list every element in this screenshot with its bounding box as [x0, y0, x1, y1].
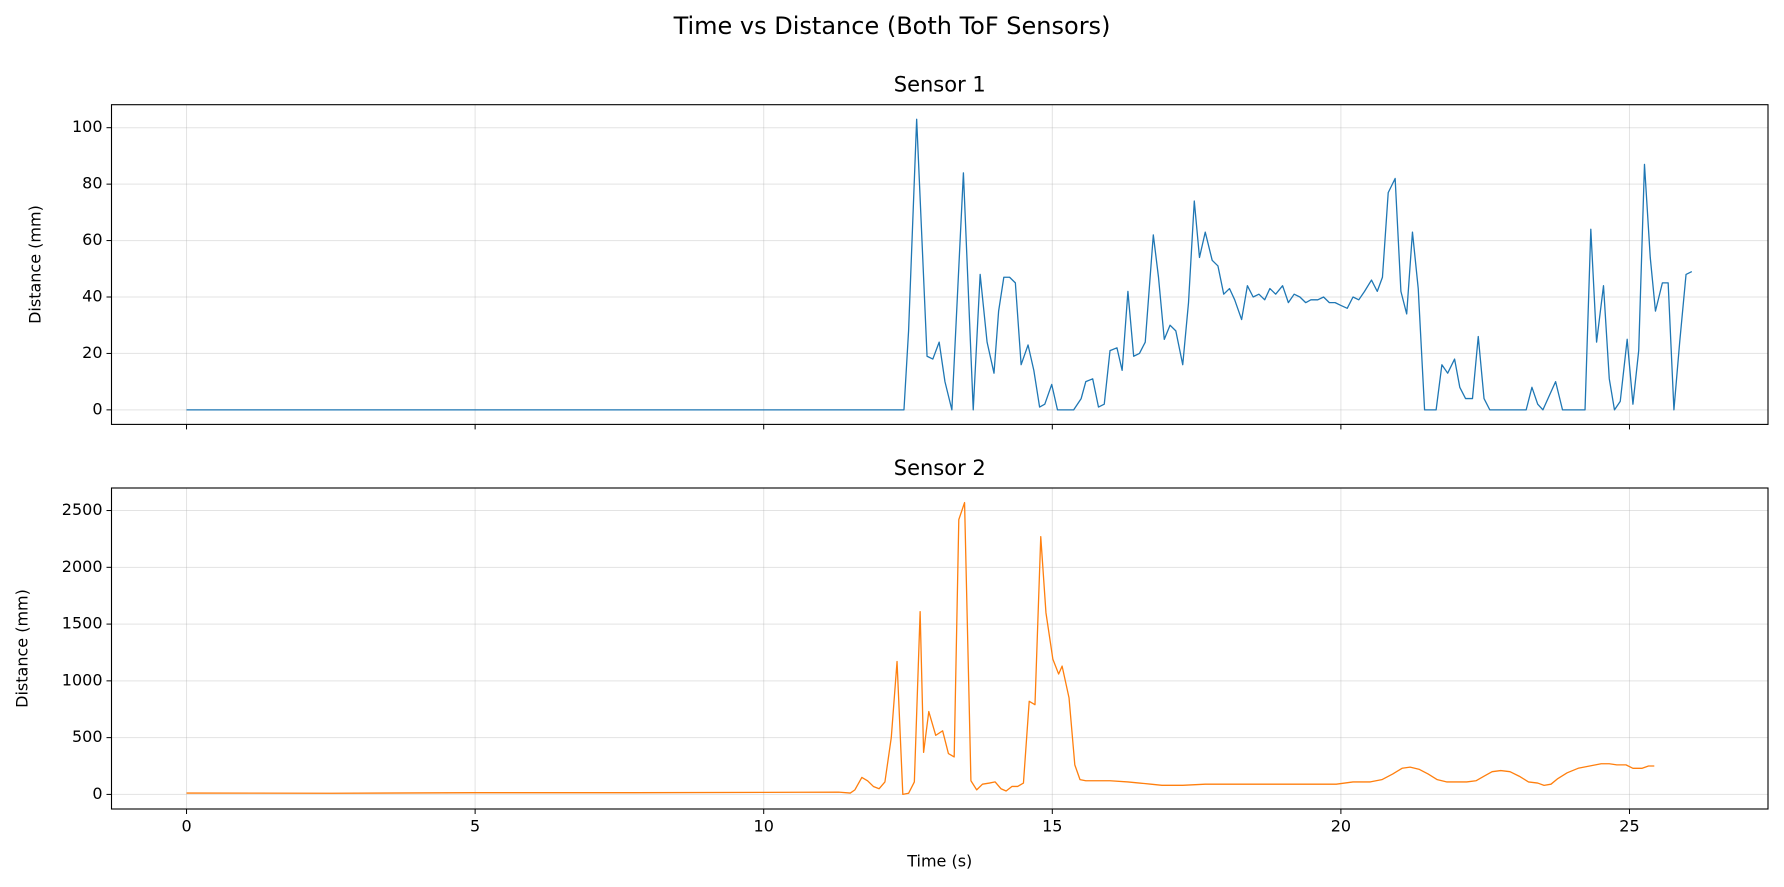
x-axis-label: Time (s) [906, 852, 972, 871]
x-tick-label: 25 [1619, 817, 1639, 836]
x-tick-label: 20 [1331, 817, 1351, 836]
data-line [186, 501, 1655, 796]
y-tick-label: 0 [92, 399, 102, 418]
figure-title: Time vs Distance (Both ToF Sensors) [673, 12, 1111, 40]
x-tick-label: 0 [181, 817, 191, 836]
y-tick-label: 100 [72, 117, 103, 136]
y-tick-label: 40 [82, 286, 102, 305]
y-tick-label: 2500 [62, 500, 103, 519]
y-tick-label: 500 [72, 727, 103, 746]
data-line [186, 118, 1693, 411]
axes-frame [110, 104, 1769, 425]
y-tick-label: 20 [82, 343, 102, 362]
y-tick-label: 60 [82, 230, 102, 249]
y-tick-label: 0 [92, 784, 102, 803]
x-tick-label: 15 [1042, 817, 1062, 836]
subplot-title: Sensor 1 [894, 73, 986, 97]
y-tick-label: 80 [82, 174, 102, 193]
subplot-title: Sensor 2 [894, 456, 986, 480]
y-axis-label: Distance (mm) [13, 589, 32, 708]
y-tick-label: 1000 [62, 670, 103, 689]
y-axis-label: Distance (mm) [26, 205, 45, 324]
y-tick-label: 1500 [62, 614, 103, 633]
axes-frame [110, 487, 1769, 810]
x-tick-label: 5 [470, 817, 480, 836]
y-tick-label: 2000 [62, 557, 103, 576]
x-tick-label: 10 [754, 817, 774, 836]
